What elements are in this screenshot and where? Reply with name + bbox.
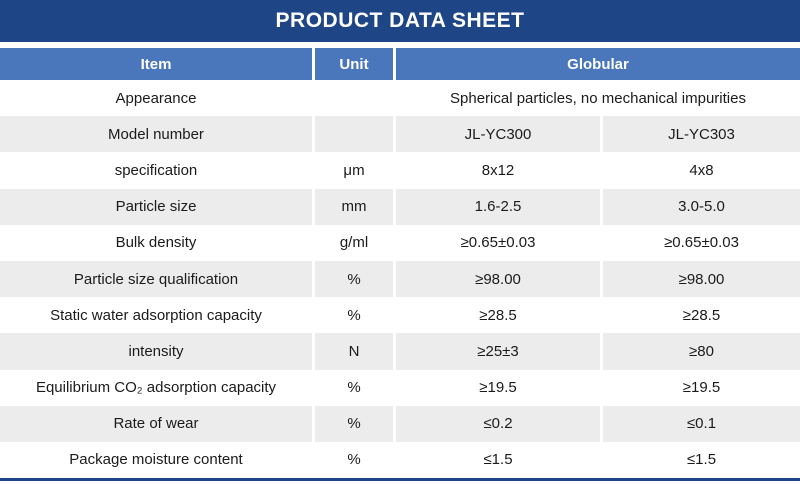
- table-row: intensity N ≥25±3 ≥80: [0, 333, 800, 370]
- table-row: Static water adsorption capacity% ≥28.5 ≥2…: [0, 297, 800, 334]
- unit-cell: N: [312, 333, 393, 370]
- item-cell: Model number: [108, 125, 204, 143]
- table-row: Particle size qualification% ≥98.00 ≥98.00: [0, 260, 800, 298]
- value-cell: ≤0.2: [393, 405, 600, 442]
- unit-cell: %: [312, 260, 393, 298]
- table-row: Package moisture content% ≤1.5 ≤1.5: [0, 441, 800, 479]
- value-cell: ≥80: [600, 333, 800, 370]
- value-cell: 4x8: [600, 152, 800, 189]
- unit-cell: %: [312, 297, 393, 334]
- unit-cell: %: [312, 441, 393, 479]
- value-cell: JL-YC303: [600, 116, 800, 153]
- header-globular: Globular: [396, 48, 800, 80]
- header-divider: [0, 42, 800, 48]
- table-row: Model number JL-YC300 JL-YC303: [0, 116, 800, 153]
- value-cell: 3.0-5.0: [600, 188, 800, 225]
- table-row: Rate of wear% ≤0.2 ≤0.1: [0, 405, 800, 442]
- value-cell: ≤1.5: [393, 441, 600, 479]
- value-cell: ≥98.00: [600, 260, 800, 298]
- item-cell: intensity: [128, 342, 184, 360]
- table-row: Appearance Spherical particles, no mechan…: [0, 80, 800, 117]
- table-row: Bulk density g/ml ≥0.65±0.03 ≥0.65±0.03: [0, 224, 800, 261]
- item-cell: Appearance: [115, 89, 197, 107]
- unit-cell: μm: [312, 152, 393, 189]
- page-title: PRODUCT DATA SHEET: [275, 9, 525, 32]
- bottom-rule: [0, 478, 800, 481]
- header-unit: Unit: [315, 48, 393, 80]
- value-cell: JL-YC300: [393, 116, 600, 153]
- item-cell: Static water adsorption capacity: [50, 306, 262, 324]
- table-body: Appearance Spherical particles, no mechan…: [0, 80, 800, 479]
- unit-cell: g/ml: [312, 224, 393, 261]
- unit-cell: %: [312, 405, 393, 442]
- unit-cell: %: [312, 369, 393, 406]
- value-cell: 1.6-2.5: [393, 188, 600, 225]
- value-cell: ≤0.1: [600, 405, 800, 442]
- table-row: Particle size mm 1.6-2.5 3.0-5.0: [0, 188, 800, 225]
- item-cell: Equilibrium CO₂ adsorption capacity: [35, 379, 277, 397]
- item-cell: specification: [114, 161, 198, 179]
- value-cell: ≥0.65±0.03: [393, 224, 600, 261]
- value-cell: ≥19.5: [600, 369, 800, 406]
- header-item: Item: [0, 48, 312, 80]
- item-cell: Rate of wear: [113, 415, 199, 433]
- item-cell: Package moisture content: [69, 451, 243, 469]
- value-cell-merged: Spherical particles, no mechanical impur…: [393, 80, 800, 117]
- value-cell: ≥0.65±0.03: [600, 224, 800, 261]
- value-cell: ≥19.5: [393, 369, 600, 406]
- value-cell: ≥98.00: [393, 260, 600, 298]
- unit-cell: mm: [312, 188, 393, 225]
- item-cell: Particle size qualification: [73, 270, 239, 288]
- item-cell: Bulk density: [115, 234, 197, 252]
- unit-cell: [312, 80, 393, 117]
- value-cell: ≥28.5: [600, 297, 800, 334]
- table-row: specification μm 8x12 4x8: [0, 152, 800, 189]
- value-cell: ≥25±3: [393, 333, 600, 370]
- item-cell: Particle size: [115, 198, 197, 216]
- value-cell: ≥28.5: [393, 297, 600, 334]
- table-row: Equilibrium CO₂ adsorption capacity% ≥19.…: [0, 369, 800, 406]
- value-cell: ≤1.5: [600, 441, 800, 479]
- column-divider: [393, 48, 396, 80]
- column-divider: [312, 48, 315, 80]
- title-bar: PRODUCT DATA SHEET: [0, 0, 800, 42]
- unit-cell: [312, 116, 393, 153]
- value-cell: 8x12: [393, 152, 600, 189]
- table-header-row: Item Unit Globular: [0, 48, 800, 80]
